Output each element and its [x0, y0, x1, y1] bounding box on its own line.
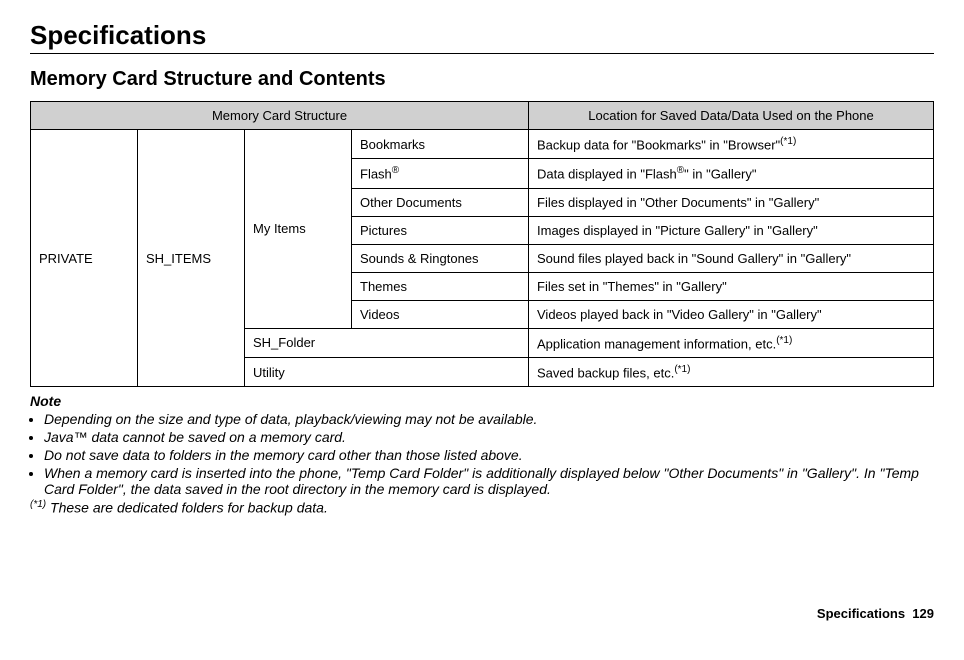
note-item: Java™ data cannot be saved on a memory c… — [44, 429, 934, 445]
note-heading: Note — [30, 393, 934, 409]
header-structure: Memory Card Structure — [31, 102, 529, 130]
cell-my-items: My Items — [245, 130, 352, 329]
cell-name: Utility — [245, 357, 529, 386]
cell-name: Flash® — [352, 159, 529, 188]
table-header-row: Memory Card Structure Location for Saved… — [31, 102, 934, 130]
cell-desc: Videos played back in "Video Gallery" in… — [529, 300, 934, 328]
cell-desc: Files set in "Themes" in "Gallery" — [529, 272, 934, 300]
cell-desc: Files displayed in "Other Documents" in … — [529, 188, 934, 216]
notes-section: Note Depending on the size and type of d… — [30, 393, 934, 516]
cell-name: SH_Folder — [245, 328, 529, 357]
footnote: (*1) These are dedicated folders for bac… — [30, 499, 934, 516]
memory-card-table: Memory Card Structure Location for Saved… — [30, 101, 934, 387]
note-item: Depending on the size and type of data, … — [44, 411, 934, 427]
cell-sh-items: SH_ITEMS — [138, 130, 245, 387]
table-row: PRIVATE SH_ITEMS My Items Bookmarks Back… — [31, 130, 934, 159]
cell-desc: Sound files played back in "Sound Galler… — [529, 244, 934, 272]
note-item: When a memory card is inserted into the … — [44, 465, 934, 497]
cell-name: Themes — [352, 272, 529, 300]
cell-name: Other Documents — [352, 188, 529, 216]
cell-private: PRIVATE — [31, 130, 138, 387]
page-footer: Specifications 129 — [30, 606, 934, 621]
section-title: Memory Card Structure and Contents — [30, 68, 934, 91]
cell-desc: Application management information, etc.… — [529, 328, 934, 357]
note-item: Do not save data to folders in the memor… — [44, 447, 934, 463]
cell-desc: Data displayed in "Flash®" in "Gallery" — [529, 159, 934, 188]
cell-desc: Images displayed in "Picture Gallery" in… — [529, 216, 934, 244]
cell-desc: Backup data for "Bookmarks" in "Browser"… — [529, 130, 934, 159]
page-title: Specifications — [30, 20, 934, 54]
note-list: Depending on the size and type of data, … — [30, 411, 934, 497]
cell-name: Pictures — [352, 216, 529, 244]
cell-name: Videos — [352, 300, 529, 328]
footer-label: Specifications — [817, 606, 905, 621]
cell-name: Sounds & Ringtones — [352, 244, 529, 272]
cell-desc: Saved backup files, etc.(*1) — [529, 357, 934, 386]
footer-page: 129 — [912, 606, 934, 621]
cell-name: Bookmarks — [352, 130, 529, 159]
header-location: Location for Saved Data/Data Used on the… — [529, 102, 934, 130]
